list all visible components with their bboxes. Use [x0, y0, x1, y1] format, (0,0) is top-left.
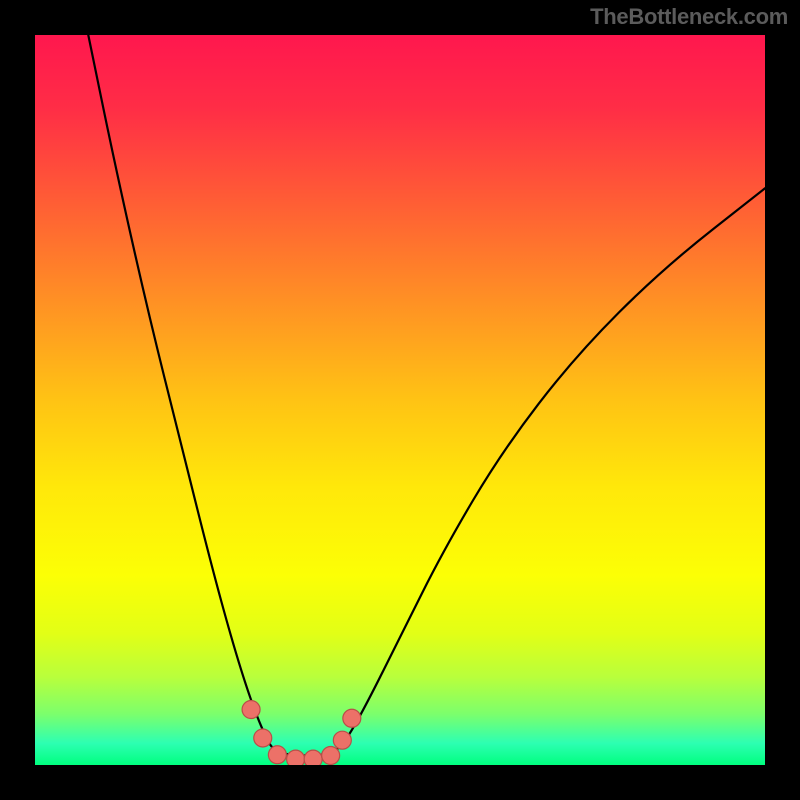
curve-marker [254, 729, 272, 747]
chart-svg [0, 0, 800, 800]
curve-marker [343, 709, 361, 727]
curve-marker [333, 731, 351, 749]
attribution-text: TheBottleneck.com [590, 4, 788, 30]
curve-marker [242, 701, 260, 719]
curve-marker [322, 747, 340, 765]
plot-background [35, 35, 765, 765]
curve-marker [268, 746, 286, 764]
chart-root: TheBottleneck.com [0, 0, 800, 800]
